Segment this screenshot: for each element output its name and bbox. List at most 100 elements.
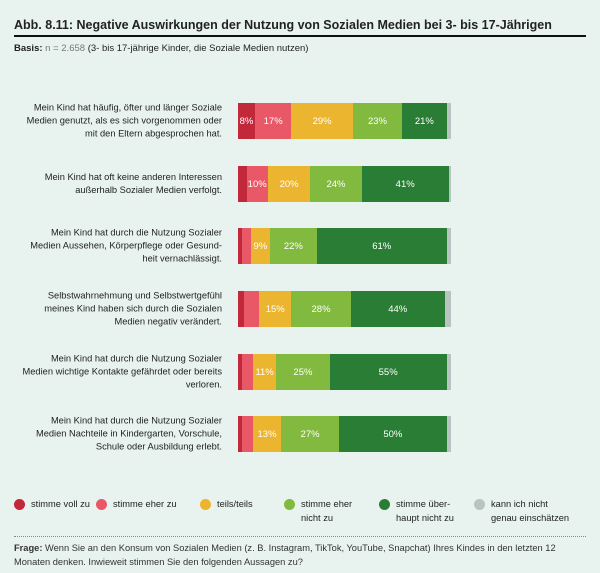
legend-dot-icon bbox=[200, 499, 211, 510]
category-label: Mein Kind hat oft keine anderen Interess… bbox=[44, 172, 222, 195]
data-label: 41% bbox=[395, 178, 415, 190]
bar-segment: 25% bbox=[276, 354, 330, 390]
category-label: Mein Kind hat durch die Nutzung Sozialer… bbox=[35, 415, 222, 452]
data-label: 28% bbox=[311, 303, 331, 315]
basis-n: n = 2.658 bbox=[45, 43, 86, 54]
stacked-bar: 13% 27% 50% bbox=[238, 416, 451, 452]
data-label: 10% bbox=[247, 178, 267, 190]
bar-segment: 50% bbox=[339, 416, 447, 452]
data-label: 61% bbox=[372, 240, 392, 252]
data-label: 29% bbox=[312, 115, 332, 127]
basis-note: Basis: n = 2.658 (3- bis 17-jährige Kind… bbox=[14, 43, 586, 54]
data-label: 22% bbox=[283, 240, 303, 252]
legend-label: stimme eher nicht zu bbox=[301, 499, 353, 523]
bar-segment bbox=[446, 228, 451, 264]
data-label: 27% bbox=[300, 428, 320, 440]
legend-label: stimme voll zu bbox=[31, 499, 90, 509]
data-label: 55% bbox=[378, 366, 398, 378]
legend-label: teils/teils bbox=[217, 499, 253, 509]
data-label: 20% bbox=[279, 178, 299, 190]
chart-title: Abb. 8.11: Negative Auswirkungen der Nut… bbox=[14, 18, 552, 32]
bar-segment bbox=[238, 291, 245, 327]
category-label: Selbstwahrnehmung und Selbstwertgefühl m… bbox=[44, 290, 222, 327]
data-label: 8% bbox=[239, 115, 254, 127]
bar-segment: 13% bbox=[253, 416, 282, 452]
bar-segment bbox=[242, 354, 253, 390]
bar-segment bbox=[446, 103, 451, 139]
bar-segment: 23% bbox=[353, 103, 402, 139]
bar-segment: 21% bbox=[401, 103, 447, 139]
legend-label: stimme über- haupt nicht zu bbox=[396, 499, 454, 523]
bar-row: Selbstwahrnehmung und Selbstwertgefühl m… bbox=[0, 289, 600, 329]
bar-segment: 44% bbox=[350, 291, 445, 327]
stacked-bar: 11% 25% 55% bbox=[238, 354, 451, 390]
bar-segment bbox=[446, 354, 451, 390]
bar-row: Mein Kind hat durch die Nutzung Sozialer… bbox=[0, 352, 600, 392]
legend-item: stimme eher nicht zu bbox=[284, 497, 352, 525]
data-label: 25% bbox=[293, 366, 313, 378]
data-label: 15% bbox=[265, 303, 285, 315]
data-label: 21% bbox=[414, 115, 434, 127]
bar-segment: 17% bbox=[255, 103, 292, 139]
bar-row: Mein Kind hat häufig, öfter und länger S… bbox=[0, 101, 600, 141]
category-label: Mein Kind hat durch die Nutzung Sozialer… bbox=[30, 227, 222, 264]
bar-segment: 15% bbox=[259, 291, 292, 327]
question-text: Wenn Sie an den Konsum von Sozialen Medi… bbox=[14, 543, 556, 567]
legend-item: stimme eher zu bbox=[96, 497, 177, 511]
legend-dot-icon bbox=[96, 499, 107, 510]
bar-segment bbox=[242, 416, 254, 452]
bar-segment: 28% bbox=[291, 291, 351, 327]
bar-segment bbox=[244, 291, 260, 327]
bar-segment: 11% bbox=[252, 354, 277, 390]
bar-segment: 27% bbox=[281, 416, 340, 452]
bar-row: Mein Kind hat durch die Nutzung Sozialer… bbox=[0, 226, 600, 266]
dotted-divider bbox=[14, 536, 586, 537]
bar-segment: 61% bbox=[316, 228, 447, 264]
bar-segment bbox=[448, 166, 451, 202]
category-label: Mein Kind hat durch die Nutzung Sozialer… bbox=[22, 353, 223, 390]
basis-label: Basis: bbox=[14, 43, 43, 54]
bar-segment: 9% bbox=[250, 228, 270, 264]
legend-dot-icon bbox=[379, 499, 390, 510]
legend-item: teils/teils bbox=[200, 497, 253, 511]
data-label: 9% bbox=[253, 240, 268, 252]
category-label: Mein Kind hat häufig, öfter und länger S… bbox=[26, 102, 222, 139]
basis-text: (3- bis 17-jährige Kinder, die Soziale M… bbox=[87, 43, 309, 54]
legend-dot-icon bbox=[284, 499, 295, 510]
legend-dot-icon bbox=[14, 499, 25, 510]
bar-segment: 24% bbox=[310, 166, 362, 202]
bar-segment: 29% bbox=[291, 103, 353, 139]
bar-segment bbox=[238, 166, 247, 202]
question-label: Frage: bbox=[14, 543, 43, 553]
stacked-bar: 9% 22% 61% bbox=[238, 228, 451, 264]
legend-label: stimme eher zu bbox=[113, 499, 177, 509]
stacked-bar: 15% 28% 44% bbox=[238, 291, 451, 327]
data-label: 11% bbox=[255, 366, 274, 378]
question-note: Frage: Wenn Sie an den Konsum von Sozial… bbox=[14, 541, 586, 569]
bar-row: Mein Kind hat durch die Nutzung Sozialer… bbox=[0, 414, 600, 454]
data-label: 13% bbox=[257, 428, 277, 440]
data-label: 17% bbox=[263, 115, 283, 127]
bar-segment bbox=[238, 354, 243, 390]
bar-segment: 10% bbox=[246, 166, 268, 202]
bar-segment: 41% bbox=[361, 166, 449, 202]
legend-item: stimme voll zu bbox=[14, 497, 90, 511]
data-label: 24% bbox=[326, 178, 346, 190]
bar-segment bbox=[446, 416, 451, 452]
bar-segment bbox=[238, 228, 243, 264]
stacked-bar: 10% 20% 24% 41% bbox=[238, 166, 451, 202]
legend-label: kann ich nicht genau einschätzen bbox=[491, 499, 570, 523]
bar-segment bbox=[444, 291, 451, 327]
bar-segment: 8% bbox=[238, 103, 256, 139]
bar-segment bbox=[238, 416, 243, 452]
bar-segment: 20% bbox=[267, 166, 311, 202]
legend-item: stimme über- haupt nicht zu bbox=[379, 497, 454, 525]
title-rule bbox=[14, 35, 586, 37]
legend-item: kann ich nicht genau einschätzen bbox=[474, 497, 569, 525]
data-label: 50% bbox=[383, 428, 403, 440]
data-label: 44% bbox=[388, 303, 408, 315]
legend-dot-icon bbox=[474, 499, 485, 510]
bar-segment: 55% bbox=[329, 354, 447, 390]
bar-row: Mein Kind hat oft keine anderen Interess… bbox=[0, 164, 600, 204]
legend: stimme voll zu stimme eher zu teils/teils s… bbox=[14, 497, 586, 533]
